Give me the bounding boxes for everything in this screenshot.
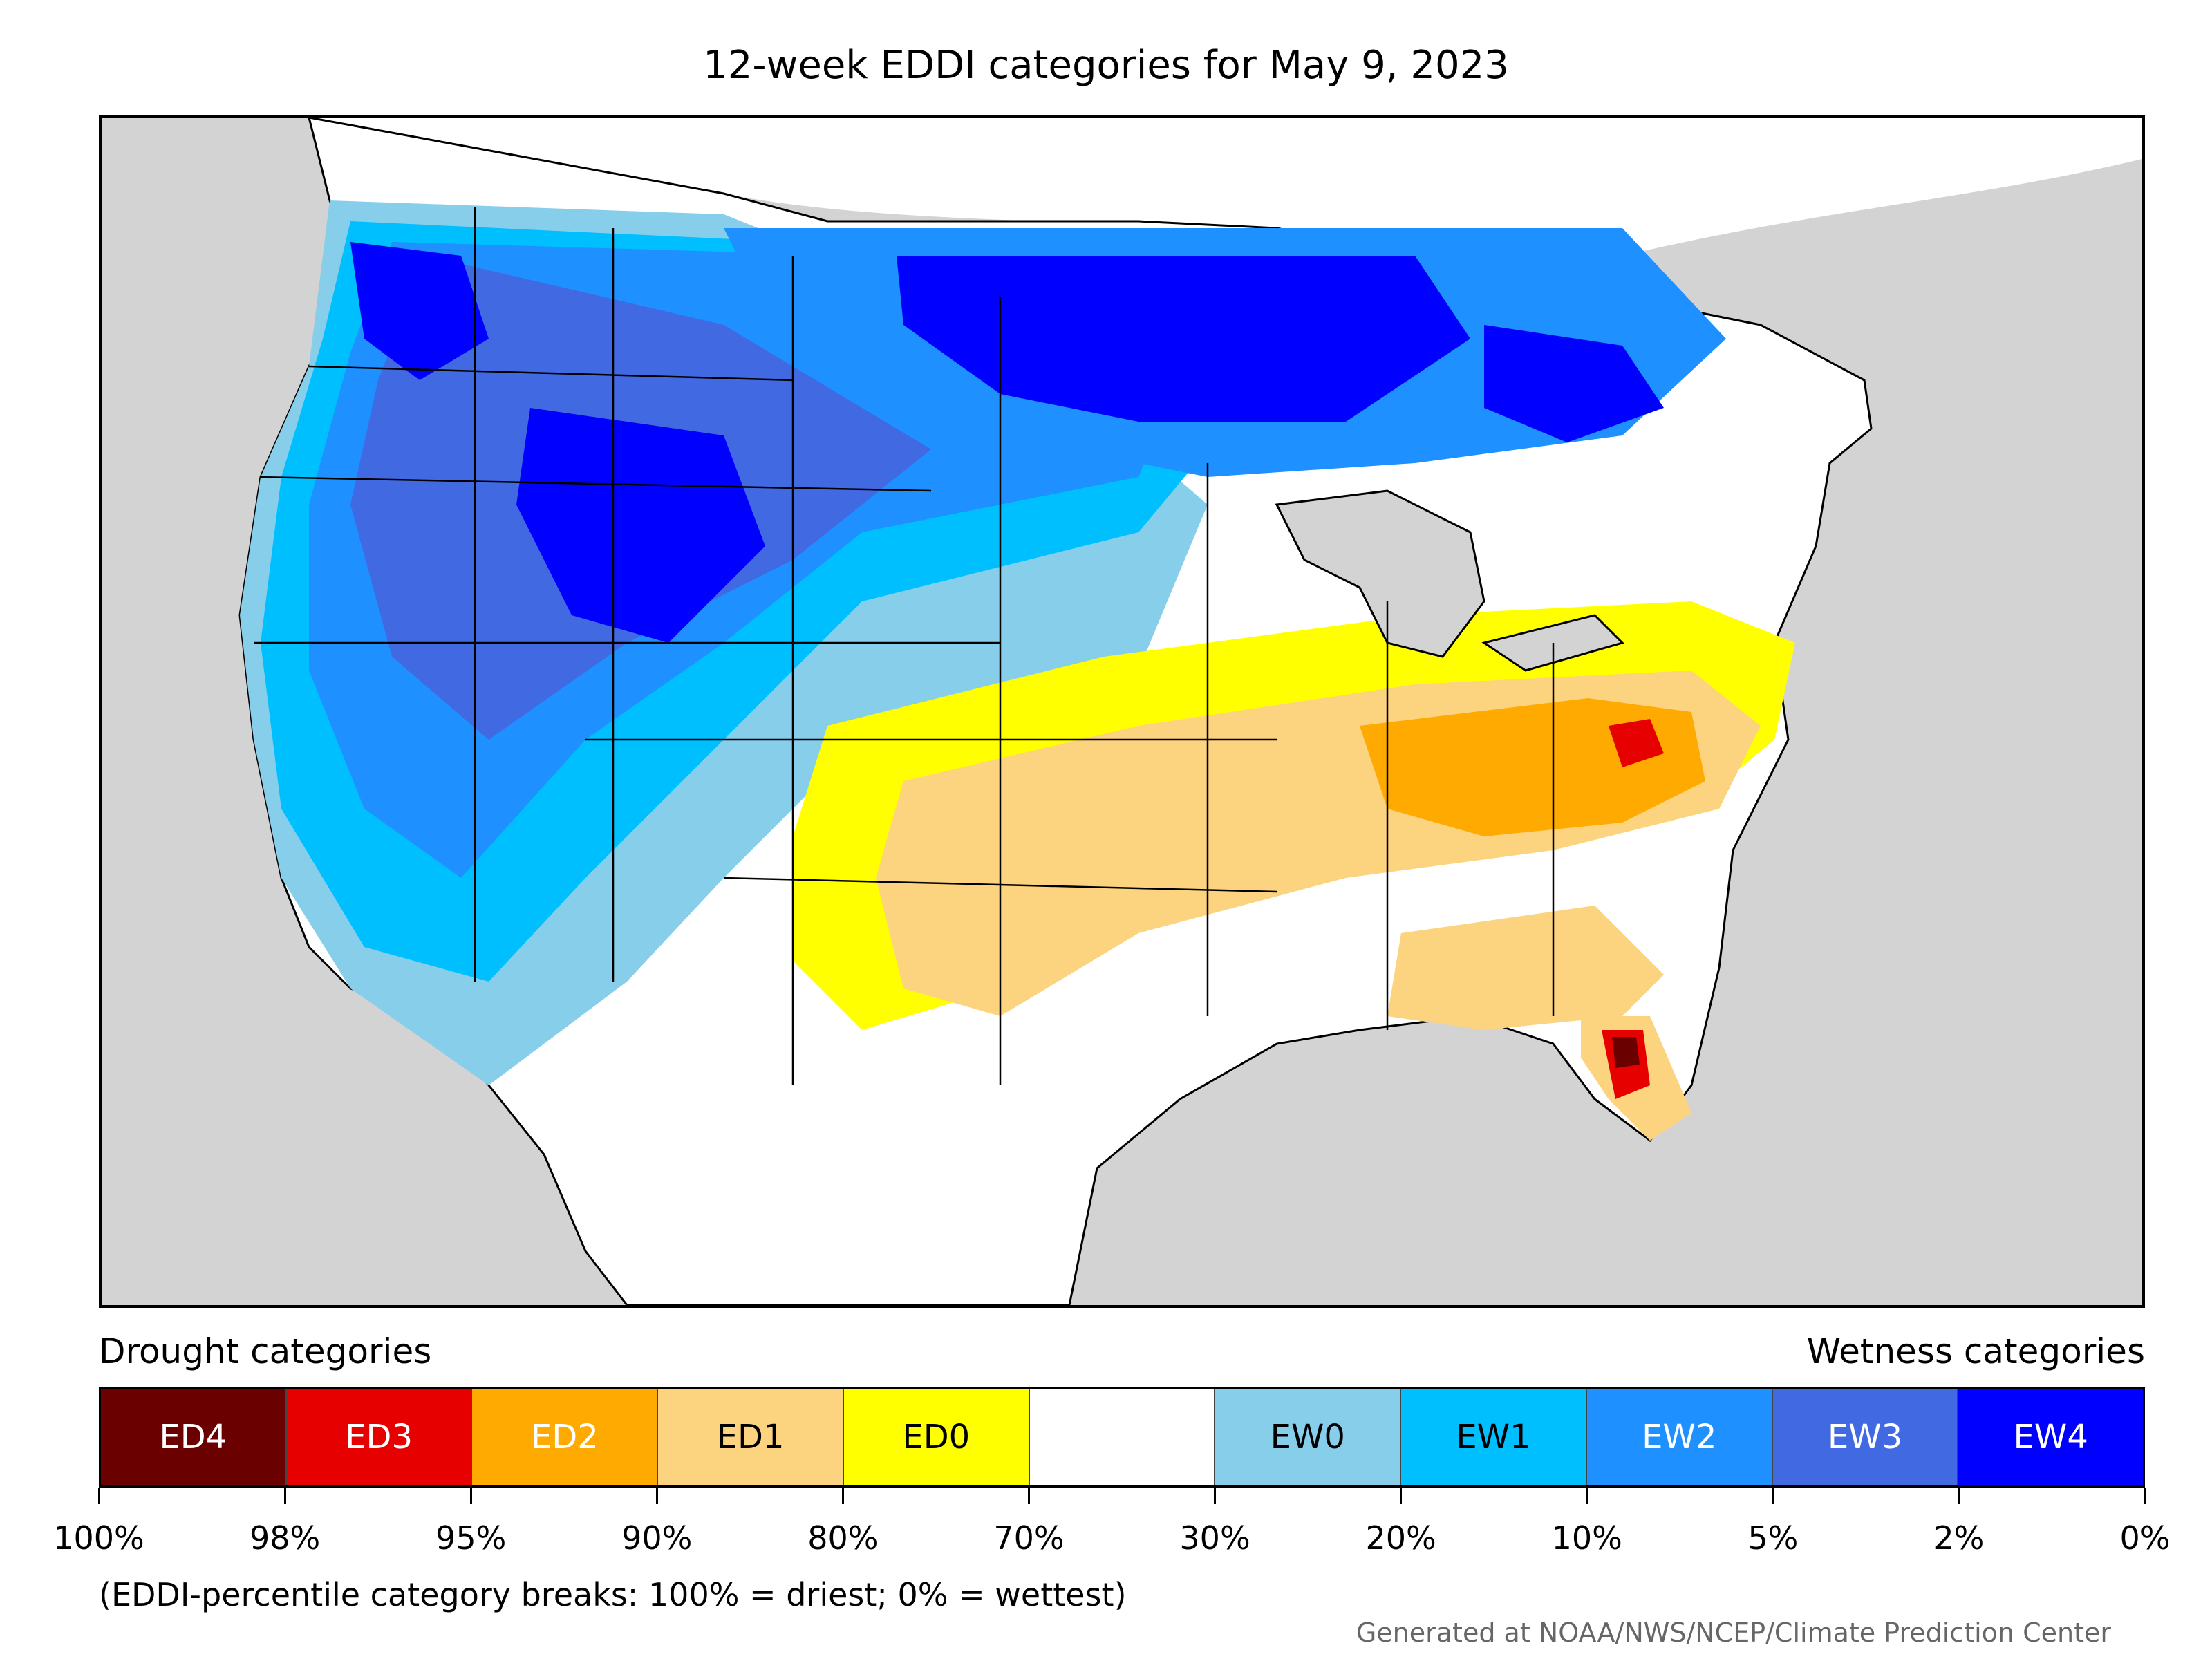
colorbar-tick (2144, 1488, 2146, 1504)
legend-swatch-ed1: ED1 (658, 1389, 844, 1485)
tick-label: 80% (807, 1519, 879, 1557)
tick-label: 98% (249, 1519, 321, 1557)
region-ew4-north (897, 256, 1470, 422)
category-note: (EDDI-percentile category breaks: 100% =… (99, 1576, 1127, 1613)
tick-label: 30% (1179, 1519, 1250, 1557)
map-panel (99, 115, 2145, 1308)
colorbar-ticks (97, 1488, 2146, 1508)
colorbar-tick (97, 1488, 100, 1504)
drought-heading: Drought categories (99, 1331, 432, 1371)
category-colorbar: ED4 ED3 ED2 ED1 ED0 EW0 EW1 EW2 EW3 EW4 (99, 1387, 2145, 1488)
legend-swatch-ew1: EW1 (1401, 1389, 1587, 1485)
legend-swatch-normal (1029, 1389, 1216, 1485)
tick-label: 100% (53, 1519, 144, 1557)
colorbar-tick (469, 1488, 472, 1504)
state-borders (254, 207, 1555, 1085)
tick-label: 0% (2119, 1519, 2171, 1557)
tick-label: 10% (1551, 1519, 1622, 1557)
tick-label: 95% (435, 1519, 507, 1557)
region-ew4-ontario (1484, 325, 1664, 442)
colorbar-tick (1027, 1488, 1030, 1504)
great-lakes (1275, 489, 1485, 658)
colorbar-tick (1214, 1488, 1217, 1504)
eddi-map (102, 118, 2142, 1305)
region-ew4-west (516, 408, 765, 643)
region-ed4-florida (1612, 1037, 1640, 1068)
colorbar-tick (283, 1488, 286, 1504)
colorbar-tick (1772, 1488, 1774, 1504)
colorbar-tick (841, 1488, 844, 1504)
colorbar-tick (1400, 1488, 1403, 1504)
wetness-heading: Wetness categories (1806, 1331, 2145, 1371)
tick-label: 90% (621, 1519, 693, 1557)
colorbar-tick (655, 1488, 658, 1504)
region-ew4-pnw (350, 242, 489, 380)
colorbar-tick (1958, 1488, 1960, 1504)
tick-label: 70% (993, 1519, 1065, 1557)
legend-swatch-ew4: EW4 (1958, 1389, 2144, 1485)
legend-swatch-ed2: ED2 (472, 1389, 659, 1485)
tick-label: 20% (1365, 1519, 1436, 1557)
legend-swatch-ed3: ED3 (286, 1389, 473, 1485)
canada-land (102, 118, 2142, 274)
region-ed3-virginia (1609, 719, 1664, 767)
legend-swatch-ed0: ED0 (843, 1389, 1030, 1485)
tick-label: 2% (1933, 1519, 1985, 1557)
legend-swatch-ew3: EW3 (1772, 1389, 1959, 1485)
legend-swatch-ew0: EW0 (1215, 1389, 1402, 1485)
colorbar-tick (1586, 1488, 1588, 1504)
legend-swatch-ew2: EW2 (1586, 1389, 1773, 1485)
credit-text: Generated at NOAA/NWS/NCEP/Climate Predi… (1356, 1618, 2111, 1648)
map-title: 12-week EDDI categories for May 9, 2023 (703, 43, 1509, 88)
tick-label: 5% (1747, 1519, 1799, 1557)
region-ed1-southeast (1387, 906, 1664, 1030)
legend-swatch-ed4: ED4 (101, 1389, 287, 1485)
